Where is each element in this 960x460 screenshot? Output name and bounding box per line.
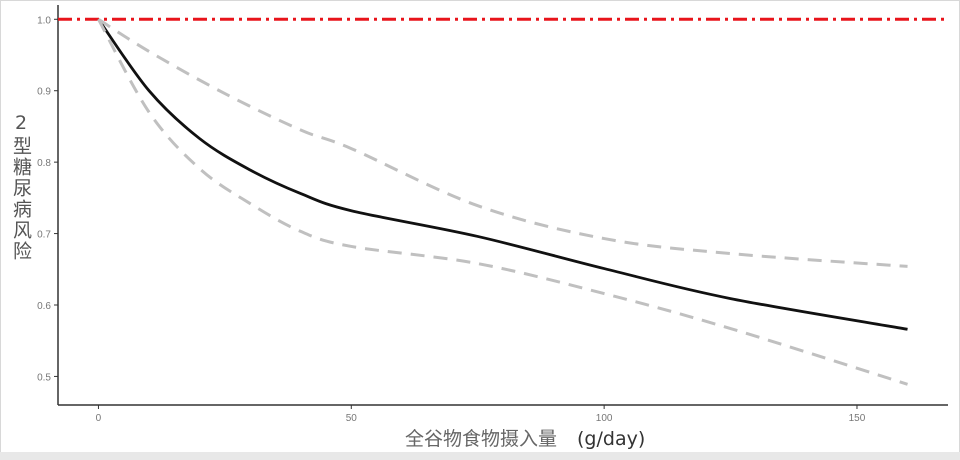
y-tick-label: 0.7 [37, 230, 51, 241]
bottom-bar [0, 452, 960, 460]
x-axis-label-text: 全谷物食物摄入量 [405, 428, 558, 450]
y-axis-label: 2型糖尿病风险 [10, 112, 32, 262]
x-tick-label: 100 [596, 413, 613, 424]
y-tick-label: 0.6 [37, 301, 51, 312]
y-tick-label: 0.5 [37, 372, 51, 383]
y-tick-label: 1.0 [37, 15, 51, 26]
x-axis-label: 全谷物食物摄入量 (g/day) [405, 424, 645, 451]
y-tick-label: 0.9 [37, 87, 51, 98]
x-axis-unit: (g/day) [577, 428, 646, 450]
x-tick-label: 50 [346, 413, 358, 424]
x-tick-label: 0 [96, 413, 102, 424]
series-upper-ci [97, 18, 908, 268]
series-estimate [97, 18, 908, 331]
series-lower-ci [97, 18, 908, 386]
x-tick-label: 150 [849, 413, 866, 424]
y-tick-label: 0.8 [37, 158, 51, 169]
